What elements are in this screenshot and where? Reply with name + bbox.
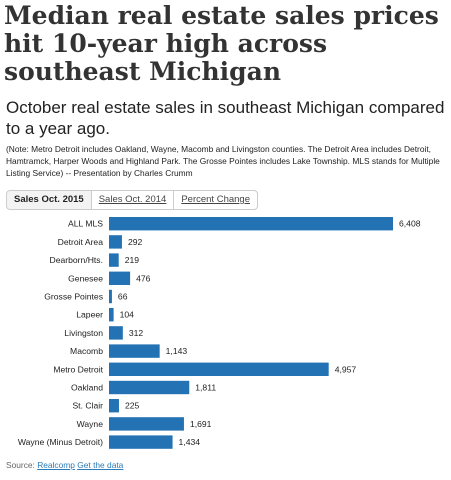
bar[interactable]: [109, 362, 329, 376]
bar[interactable]: [109, 235, 122, 249]
value-label: 225: [125, 401, 140, 411]
category-label: Detroit Area: [58, 237, 104, 247]
value-label: 219: [125, 255, 140, 265]
bar[interactable]: [109, 217, 393, 231]
category-label: Grosse Pointes: [44, 292, 103, 302]
bar[interactable]: [109, 417, 184, 431]
category-label: Oakland: [71, 383, 103, 393]
bar[interactable]: [109, 308, 114, 322]
category-label: Lapeer: [76, 310, 103, 320]
value-label: 4,957: [335, 364, 357, 374]
bar[interactable]: [109, 380, 190, 395]
value-label: 1,811: [195, 383, 216, 393]
bar[interactable]: [109, 344, 160, 358]
subheadline: October real estate sales in southeast M…: [6, 98, 445, 138]
value-label: 476: [136, 273, 151, 283]
bar[interactable]: [109, 435, 173, 449]
category-label: Metro Detroit: [53, 364, 103, 374]
tab-label: Percent Change: [181, 194, 250, 205]
value-label: 1,691: [190, 419, 212, 429]
category-label: Macomb: [70, 346, 103, 356]
source-label: Source:: [6, 460, 35, 470]
bar[interactable]: [109, 271, 131, 285]
value-label: 66: [118, 292, 128, 302]
tab-label: Sales Oct. 2014: [98, 194, 167, 205]
category-label: Dearborn/Hts.: [50, 255, 104, 265]
category-label: Livingston: [64, 328, 103, 338]
get-the-data-link[interactable]: Get the data: [77, 460, 124, 470]
methodology-note: (Note: Metro Detroit includes Oakland, W…: [6, 144, 440, 178]
bar[interactable]: [109, 289, 112, 304]
bar[interactable]: [109, 399, 119, 413]
tab-label: Sales Oct. 2015: [14, 194, 84, 205]
category-label: ALL MLS: [68, 219, 103, 229]
bar-chart: ALL MLS 6,408 Detroit Area 292 Dearborn/Hts.…: [18, 217, 421, 449]
value-label: 312: [129, 328, 144, 338]
tab-bar: Sales Oct. 2015 Sales Oct. 2014 Percent …: [6, 190, 258, 210]
category-label: Wayne (Minus Detroit): [18, 437, 103, 447]
category-label: Genesee: [68, 273, 103, 283]
category-label: Wayne: [77, 419, 104, 429]
value-label: 1,143: [166, 346, 188, 356]
category-label: St. Clair: [72, 401, 103, 411]
value-label: 104: [120, 310, 135, 320]
bar[interactable]: [109, 326, 123, 340]
source-link-realcomp[interactable]: Realcomp: [37, 460, 75, 470]
tab-sales-oct-2015[interactable]: Sales Oct. 2015: [6, 190, 92, 210]
source-line: Source: Realcomp Get the data: [6, 460, 123, 470]
tab-sales-oct-2014[interactable]: Sales Oct. 2014: [90, 190, 175, 210]
tab-percent-change[interactable]: Percent Change: [173, 190, 258, 210]
value-label: 1,434: [179, 437, 201, 447]
value-label: 292: [128, 237, 143, 247]
headline: Median real estate sales prices hit 10-y…: [4, 1, 439, 86]
bar[interactable]: [109, 253, 119, 267]
value-label: 6,408: [399, 219, 421, 229]
